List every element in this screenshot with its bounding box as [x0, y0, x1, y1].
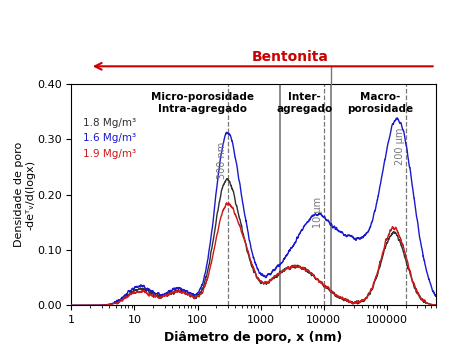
Text: 10 μm: 10 μm: [313, 197, 323, 229]
Text: Inter-
agregado: Inter- agregado: [277, 92, 333, 114]
Text: Macro-
porosidade: Macro- porosidade: [348, 92, 414, 114]
Text: 1.9 Mg/m³: 1.9 Mg/m³: [83, 149, 136, 158]
Text: 1.6 Mg/m³: 1.6 Mg/m³: [83, 133, 136, 143]
Text: Bentonita: Bentonita: [252, 50, 329, 64]
X-axis label: Diâmetro de poro, x (nm): Diâmetro de poro, x (nm): [165, 331, 343, 344]
Text: 300 nm: 300 nm: [217, 142, 227, 179]
Text: 200 μm: 200 μm: [395, 128, 405, 165]
Y-axis label: Densidade de poro
-deᵀᵥ/d(logx): Densidade de poro -deᵀᵥ/d(logx): [14, 142, 35, 247]
Text: Micro-porosidade
Intra-agregado: Micro-porosidade Intra-agregado: [151, 92, 254, 114]
Text: 1.8 Mg/m³: 1.8 Mg/m³: [83, 118, 136, 127]
